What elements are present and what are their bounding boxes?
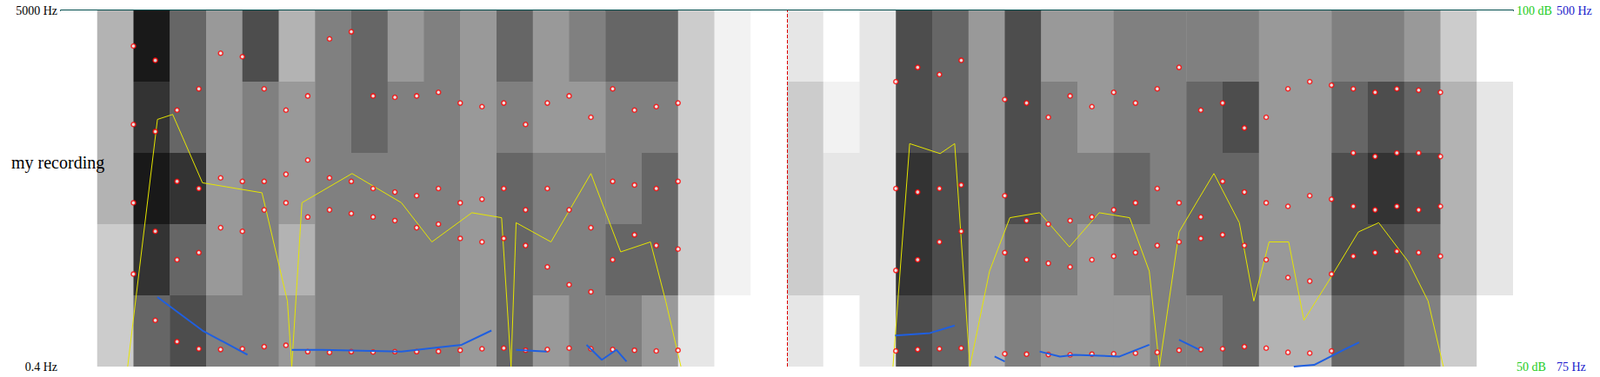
svg-text:100 dB: 100 dB	[1516, 4, 1553, 18]
svg-text:75 Hz: 75 Hz	[1556, 360, 1587, 374]
svg-text:0.4 Hz: 0.4 Hz	[25, 360, 58, 374]
svg-text:my recording: my recording	[11, 153, 105, 174]
svg-text:5000 Hz: 5000 Hz	[15, 4, 58, 18]
svg-text:50 dB: 50 dB	[1516, 360, 1547, 374]
svg-text:500 Hz: 500 Hz	[1556, 4, 1593, 18]
